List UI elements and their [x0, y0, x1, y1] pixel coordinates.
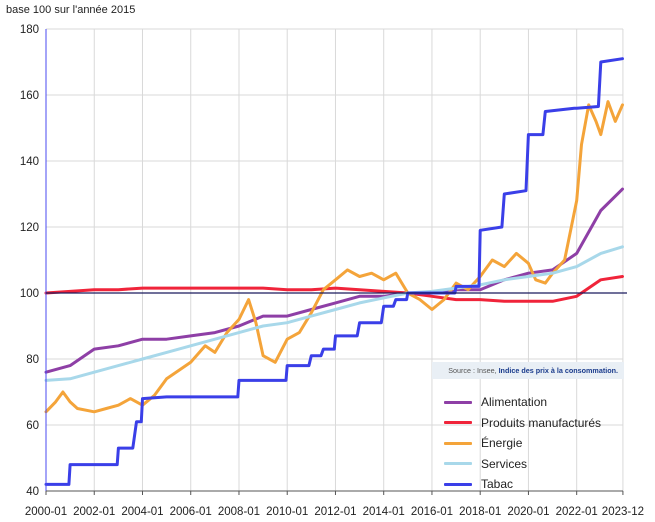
x-tick-label: 2002-01 [73, 506, 115, 518]
x-tick-label: 2004-01 [121, 506, 163, 518]
x-tick-label: 2016-01 [411, 506, 453, 518]
axes: 40 60 80 100 120 140 160 180 2000-01 2002-01 2004-… [20, 24, 644, 518]
y-tick-label: 120 [20, 222, 39, 234]
legend-swatch [444, 482, 472, 486]
legend-item-services[interactable]: Services [444, 454, 601, 475]
legend-item-produits-manufactures[interactable]: Produits manufacturés [444, 413, 601, 434]
legend-label: Alimentation [481, 395, 548, 410]
x-tick-label: 2000-01 [25, 506, 67, 518]
legend-item-tabac[interactable]: Tabac [444, 474, 601, 495]
source-prefix: Source : Insee, [448, 366, 497, 375]
legend-swatch [444, 421, 472, 425]
x-tick-label: 2010-01 [266, 506, 308, 518]
legend-item-energie[interactable]: Énergie [444, 433, 601, 454]
x-tick-label: 2018-01 [459, 506, 501, 518]
x-tick-label: 2022-01 [556, 506, 598, 518]
legend-swatch [444, 441, 472, 445]
y-tick-label: 100 [20, 288, 39, 300]
legend-label: Tabac [481, 477, 514, 492]
legend-label: Énergie [481, 436, 523, 451]
source-link[interactable]: Indice des prix à la consommation. [498, 366, 618, 375]
y-tick-label: 140 [20, 156, 39, 168]
y-tick-label: 80 [26, 354, 39, 366]
series-line-produits-manufactures [44, 275, 624, 303]
y-tick-label: 60 [26, 420, 39, 432]
x-tick-label: 2020-01 [507, 506, 549, 518]
legend: Alimentation Produits manufacturés Énergie… [444, 392, 601, 495]
series-line-tabac [44, 57, 624, 486]
x-tick-label: 2006-01 [170, 506, 212, 518]
legend-swatch [444, 400, 472, 404]
x-tick-label: 2023-12 [602, 506, 644, 518]
legend-label: Produits manufacturés [481, 415, 602, 430]
x-tick-label: 2008-01 [218, 506, 260, 518]
legend-label: Services [481, 456, 528, 471]
y-axis-label: base 100 sur l'année 2015 [6, 4, 136, 16]
series-line-alimentation [44, 187, 624, 374]
y-tick-label: 160 [20, 90, 39, 102]
source-note: Source : Insee, Indice des prix à la con… [432, 362, 624, 379]
series-line-energie [44, 100, 624, 414]
x-tick-label: 2012-01 [314, 506, 356, 518]
legend-item-alimentation[interactable]: Alimentation [444, 392, 601, 413]
y-tick-label: 180 [20, 24, 39, 36]
series-lines [44, 57, 624, 486]
series-line-services [44, 245, 624, 382]
legend-swatch [444, 462, 472, 466]
y-tick-label: 40 [26, 486, 39, 498]
x-tick-label: 2014-01 [363, 506, 405, 518]
